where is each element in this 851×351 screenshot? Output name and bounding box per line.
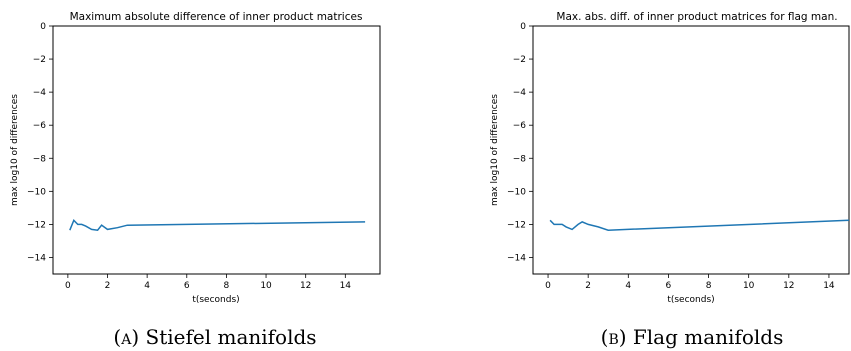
x-tick-label: 2 bbox=[585, 281, 591, 291]
x-tick-label: 8 bbox=[706, 281, 712, 291]
x-tick-label: 6 bbox=[184, 281, 190, 291]
caption-label-open: ( bbox=[113, 325, 121, 349]
chart-title: Maximum absolute difference of inner pro… bbox=[70, 11, 363, 23]
y-tick-label: −2 bbox=[33, 55, 46, 65]
y-tick-label: −8 bbox=[33, 154, 47, 164]
series-line bbox=[69, 218, 366, 231]
caption-label-letter: B bbox=[608, 332, 618, 348]
y-axis-label: max log10 of differences bbox=[490, 94, 500, 206]
panel-flag: Max. abs. diff. of inner product matrice… bbox=[490, 11, 850, 349]
y-axis-label: max log10 of differences bbox=[10, 94, 20, 206]
x-tick-label: 6 bbox=[666, 281, 672, 291]
y-tick-label: −4 bbox=[33, 88, 47, 98]
caption-label-open: ( bbox=[601, 325, 609, 349]
x-tick-label: 4 bbox=[144, 281, 150, 291]
y-tick-label: −6 bbox=[33, 121, 47, 131]
y-tick-label: −12 bbox=[27, 220, 46, 230]
x-axis-label: t(seconds) bbox=[192, 295, 239, 305]
figure-caption: (B) Flag manifolds bbox=[601, 325, 784, 349]
x-axis-label: t(seconds) bbox=[667, 295, 714, 305]
caption-label-rest: ) Stiefel manifolds bbox=[131, 325, 316, 349]
x-tick-label: 8 bbox=[224, 281, 230, 291]
y-tick-label: −10 bbox=[27, 187, 46, 197]
x-tick-label: 10 bbox=[260, 281, 272, 291]
panel-stiefel: Maximum absolute difference of inner pro… bbox=[10, 11, 381, 349]
x-ticks: 0 2 4 6 8 10 12 14 bbox=[65, 274, 351, 291]
caption-label-rest: ) Flag manifolds bbox=[619, 325, 784, 349]
y-tick-label: 0 bbox=[40, 22, 46, 32]
y-tick-label: −6 bbox=[513, 121, 527, 131]
y-tick-label: −14 bbox=[507, 253, 526, 263]
caption-label-letter: A bbox=[120, 332, 132, 348]
x-tick-label: 0 bbox=[65, 281, 71, 291]
plot-frame bbox=[532, 25, 850, 275]
y-tick-label: −10 bbox=[507, 187, 526, 197]
x-tick-label: 0 bbox=[545, 281, 551, 291]
plot-frame bbox=[52, 25, 381, 275]
x-tick-label: 12 bbox=[783, 281, 794, 291]
x-tick-label: 4 bbox=[625, 281, 631, 291]
x-tick-label: 12 bbox=[300, 281, 311, 291]
y-tick-label: −2 bbox=[513, 55, 526, 65]
y-tick-label: −14 bbox=[27, 253, 46, 263]
x-tick-label: 2 bbox=[105, 281, 111, 291]
y-tick-label: −4 bbox=[513, 88, 527, 98]
figure-caption: (A) Stiefel manifolds bbox=[113, 325, 316, 349]
y-tick-label: 0 bbox=[520, 22, 526, 32]
x-ticks: 0 2 4 6 8 10 12 14 bbox=[545, 274, 835, 291]
x-tick-label: 14 bbox=[340, 281, 352, 291]
chart-title: Max. abs. diff. of inner product matrice… bbox=[556, 11, 837, 23]
x-tick-label: 14 bbox=[823, 281, 835, 291]
y-ticks: 0 −2 −4 −6 −8 −10 −12 −14 bbox=[507, 22, 533, 263]
series-line bbox=[549, 219, 850, 231]
x-tick-label: 10 bbox=[743, 281, 755, 291]
y-ticks: 0 −2 −4 −6 −8 −10 −12 −14 bbox=[27, 22, 53, 263]
y-tick-label: −12 bbox=[507, 220, 526, 230]
y-tick-label: −8 bbox=[513, 154, 527, 164]
